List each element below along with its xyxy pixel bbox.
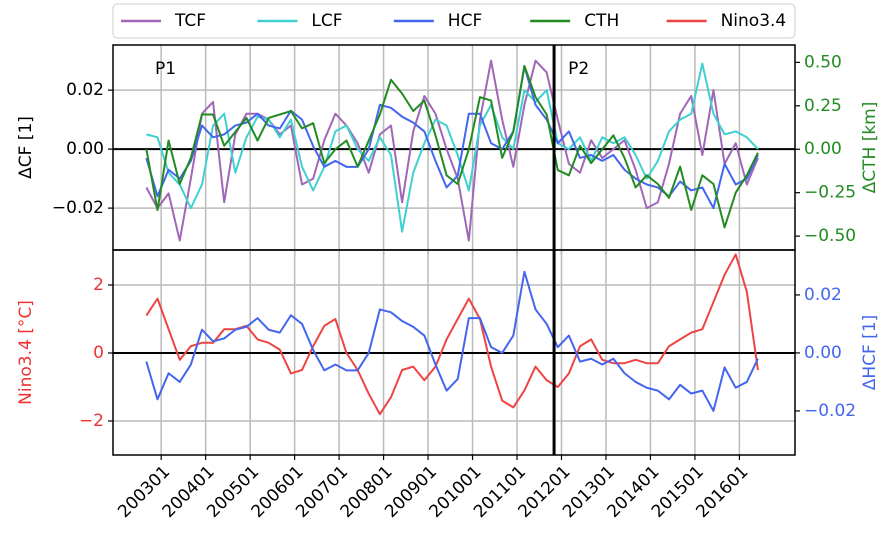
legend-label: LCF	[311, 11, 342, 31]
legend-label: HCF	[448, 11, 482, 31]
annotation: P1	[155, 59, 176, 79]
legend: TCF LCF HCF CTH Nino3.4	[112, 3, 796, 39]
legend-box	[112, 3, 796, 39]
legend-label: CTH	[584, 11, 619, 31]
y-tick-label: 0.00	[66, 139, 104, 159]
y2-tick-label: −0.02	[804, 401, 856, 421]
y2-axis-label: ΔHCF [1]	[860, 315, 880, 391]
legend-label: Nino3.4	[721, 11, 787, 31]
y2-tick-label: −0.25	[804, 183, 856, 203]
y2-tick-label: 0.00	[804, 139, 842, 159]
y2-tick-label: −0.50	[804, 226, 856, 246]
y-axis-label: ΔCF [1]	[16, 116, 36, 179]
series-line	[146, 62, 759, 233]
y2-tick-label: 0.50	[804, 52, 842, 72]
series-line	[145, 253, 759, 416]
y2-axis-label: ΔCTH [km]	[860, 102, 880, 194]
y2-tick-label: 0.02	[804, 285, 842, 305]
series-line	[145, 59, 759, 242]
y-axis-label: Nino3.4 [°C]	[16, 300, 36, 405]
annotation: P2	[568, 59, 589, 79]
y2-tick-label: 0.00	[804, 343, 842, 363]
series-line	[145, 270, 759, 412]
y-tick-label: 2	[93, 275, 104, 295]
y-tick-label: 0	[93, 343, 104, 363]
legend-label: TCF	[174, 11, 206, 31]
y-tick-label: 0.02	[66, 80, 104, 100]
y-tick-label: −0.02	[52, 198, 104, 218]
y2-tick-label: 0.25	[804, 96, 842, 116]
y-tick-label: −2	[79, 411, 104, 431]
series-line	[145, 64, 759, 229]
